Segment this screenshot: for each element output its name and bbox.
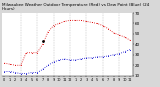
- Text: Milwaukee Weather Outdoor Temperature (Red) vs Dew Point (Blue) (24 Hours): Milwaukee Weather Outdoor Temperature (R…: [2, 3, 149, 11]
